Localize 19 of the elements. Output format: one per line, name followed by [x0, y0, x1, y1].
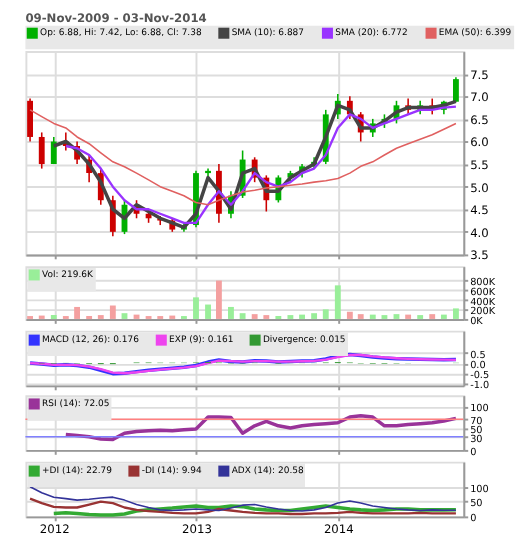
bar [346, 311, 353, 319]
bar [228, 306, 234, 319]
bar [334, 285, 341, 319]
bar [215, 280, 222, 319]
candlestick [38, 131, 45, 170]
bar [322, 309, 329, 319]
bar [109, 305, 116, 319]
bar [193, 297, 199, 319]
candlestick [27, 97, 34, 143]
candlestick [452, 76, 459, 103]
bar [452, 308, 459, 319]
bar [311, 313, 318, 319]
line-series [64, 414, 458, 442]
line-series [28, 497, 458, 516]
line-series [29, 486, 457, 512]
bar [74, 306, 81, 319]
bar [205, 304, 211, 319]
bar [239, 313, 246, 319]
candlestick [50, 136, 57, 165]
